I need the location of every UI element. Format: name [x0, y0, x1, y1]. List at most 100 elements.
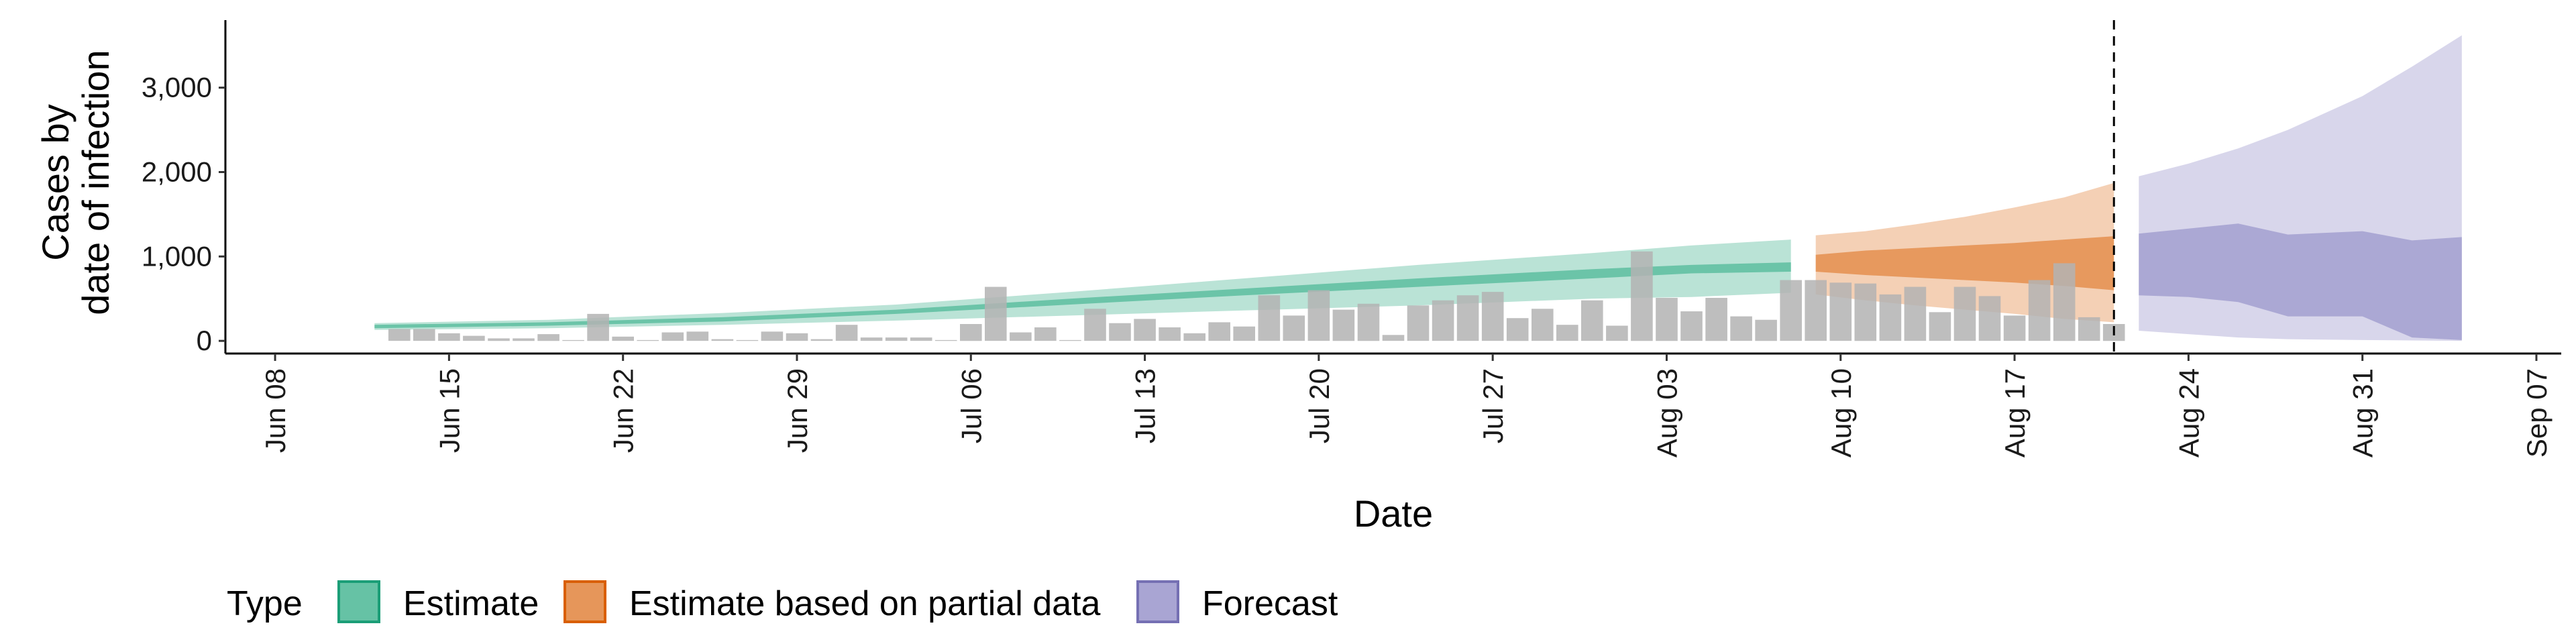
reported-cases-bar [1109, 323, 1131, 341]
reported-cases-bar [1631, 251, 1653, 341]
reported-cases-bar [1059, 339, 1081, 341]
reported-cases-bar [661, 332, 684, 341]
reported-cases-bar [637, 339, 659, 341]
x-tick-label: Aug 10 [1825, 368, 1857, 458]
reported-cases-bar [761, 331, 784, 341]
reported-cases-bar [1084, 309, 1106, 341]
y-axis-title-line-1: Cases by [34, 104, 76, 260]
reported-cases-bar [1233, 326, 1255, 341]
reported-cases-bar [1829, 282, 1852, 341]
y-ticks-layer: 0 1,000 2,000 3,000 [142, 72, 225, 356]
reported-cases-bar [985, 286, 1007, 341]
reported-cases-bar [463, 335, 485, 341]
x-tick-label: Jul 27 [1477, 368, 1509, 443]
x-tick-label: Sep 07 [2521, 368, 2553, 458]
reported-cases-bar [1382, 335, 1405, 341]
reported-cases-bar [1581, 300, 1603, 341]
reported-cases-bar [1456, 295, 1479, 341]
ribbons-layer [374, 35, 2462, 341]
x-tick-label: Jul 13 [1130, 368, 1161, 443]
reported-cases-bar [1283, 315, 1305, 341]
reported-cases-bar [1805, 280, 1827, 341]
reported-cases-bar [786, 333, 808, 341]
reported-cases-bar [1879, 294, 1902, 341]
x-tick-label: Jul 06 [955, 368, 987, 443]
y-tick-label: 3,000 [142, 72, 212, 103]
reported-cases-bar [388, 329, 411, 341]
reported-cases-bar [1755, 319, 1777, 341]
reported-cases-bar [1159, 327, 1181, 341]
x-ticks-layer: Jun 08 Jun 15 Jun 22 Jun 29 Jul 06 Jul 13 Jul … [260, 354, 2553, 458]
reported-cases-bar [1656, 298, 1678, 341]
x-tick-label: Aug 03 [1652, 368, 1683, 458]
y-axis-title-line-2: date of infection [74, 50, 117, 315]
reported-cases-bar [488, 338, 510, 341]
reported-cases-bar [537, 334, 559, 341]
reported-cases-bar [2053, 263, 2076, 341]
reported-cases-bar [1481, 292, 1504, 341]
x-tick-label: Aug 17 [1999, 368, 2031, 458]
reported-cases-bar [612, 336, 634, 341]
reported-cases-bar [1307, 290, 1330, 341]
x-tick-label: Jun 15 [433, 368, 465, 453]
reported-cases-bar [438, 333, 460, 341]
reported-cases-bar [1854, 283, 1877, 341]
ribbon-inner-estimate-based-on-partial-data [1815, 236, 2114, 290]
reported-cases-bar [1506, 318, 1529, 341]
reported-cases-bar [513, 338, 535, 341]
reported-cases-bar [587, 313, 609, 341]
reported-cases-bar [1680, 311, 1703, 341]
axes-layer [224, 20, 2561, 355]
reported-cases-bar [1953, 286, 1976, 341]
y-axis-title: Cases by date of infection [34, 50, 117, 315]
legend-label-partial: Estimate based on partial data [629, 584, 1101, 623]
reported-cases-bar [1357, 303, 1380, 341]
ribbon-inner-estimate [374, 262, 1791, 329]
legend: Type Estimate Estimate based on partial … [227, 580, 1338, 623]
reported-cases-bar [1332, 309, 1355, 341]
reported-cases-bar [934, 339, 957, 341]
legend-swatch-forecast [1136, 580, 1179, 623]
reported-cases-bar [1606, 325, 1628, 341]
reported-cases-bar [1208, 322, 1230, 341]
reported-cases-bar [885, 337, 908, 341]
reported-cases-bar [1929, 312, 1951, 341]
reported-cases-bar [1705, 298, 1727, 341]
bars-layer [388, 251, 2125, 341]
reported-cases-bar [1730, 316, 1752, 341]
reported-cases-bar [1432, 300, 1454, 341]
reported-cases-bar [910, 337, 932, 341]
y-tick-label: 1,000 [142, 240, 212, 272]
reported-cases-bar [860, 337, 883, 341]
reported-cases-bar [1556, 325, 1578, 341]
reported-cases-bar [2078, 317, 2100, 341]
reported-cases-bar [835, 325, 858, 341]
x-tick-label: Jun 29 [782, 368, 813, 453]
reported-cases-bar [1183, 333, 1205, 341]
reported-cases-bar [1010, 332, 1032, 341]
legend-swatch-estimate [337, 580, 380, 623]
reported-cases-bar [562, 339, 584, 341]
reported-cases-bar [686, 331, 709, 341]
reported-cases-bar [2028, 280, 2051, 341]
reported-cases-bar [810, 339, 833, 341]
reported-cases-bar [960, 324, 982, 341]
ribbon-inner-forecast [2139, 223, 2462, 340]
legend-title: Type [227, 584, 303, 623]
x-tick-label: Jun 22 [608, 368, 639, 453]
reported-cases-bar [413, 329, 435, 341]
reported-cases-bar [1034, 327, 1057, 341]
reported-cases-bar [1780, 280, 1802, 341]
reported-cases-bar [711, 339, 734, 341]
reported-cases-bar [736, 339, 759, 341]
y-tick-label: 0 [197, 325, 212, 356]
reported-cases-bar [1904, 286, 1927, 341]
reported-cases-bar [1532, 309, 1554, 341]
ribbon-outer-estimate [374, 239, 1791, 330]
x-tick-label: Jun 08 [260, 368, 291, 453]
x-tick-label: Aug 31 [2347, 368, 2379, 458]
reported-cases-bar [1978, 296, 2001, 341]
reported-cases-bar [1407, 305, 1430, 341]
x-axis-title: Date [1354, 492, 1433, 535]
